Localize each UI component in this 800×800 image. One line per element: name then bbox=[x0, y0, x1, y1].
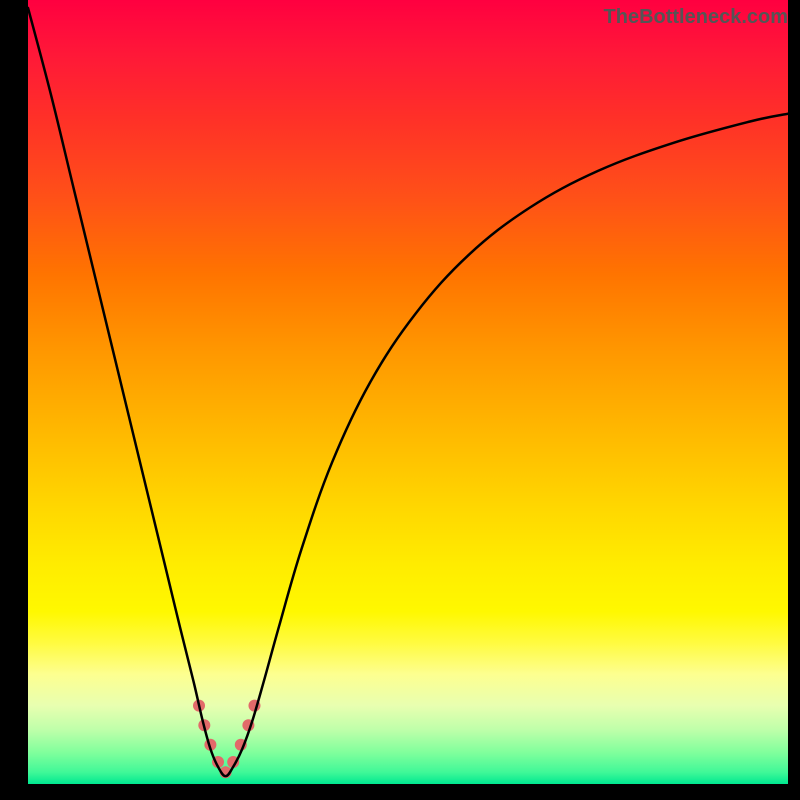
curve-layer bbox=[28, 0, 788, 784]
plot-area bbox=[28, 0, 788, 784]
watermark-text: TheBottleneck.com bbox=[604, 6, 788, 29]
bottom-markers bbox=[193, 700, 260, 779]
bottleneck-curve bbox=[28, 8, 788, 776]
